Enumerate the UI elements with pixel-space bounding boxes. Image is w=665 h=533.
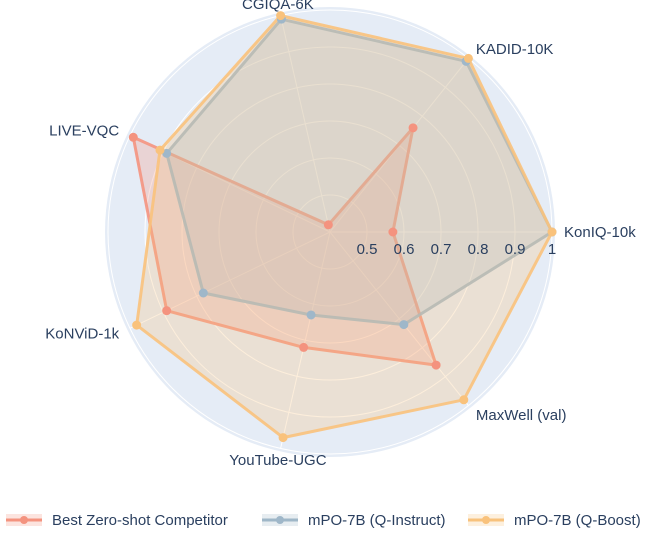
- series-0-point-6: [431, 360, 441, 370]
- axis-label-2: CGIQA-6K: [242, 0, 314, 13]
- series-0-point-1: [408, 123, 418, 133]
- series-1-point-4: [198, 288, 208, 298]
- axis-label-1: KADID-10K: [476, 41, 554, 58]
- grid-spoke-2: [280, 15, 331, 233]
- grid-spoke-5: [280, 231, 331, 449]
- axis-label-0: KonIQ-10k: [564, 224, 636, 241]
- series-2-point-2: [276, 11, 286, 21]
- series-2-point-0: [547, 227, 557, 237]
- legend-label-2: mPO-7B (Q-Boost): [514, 512, 641, 529]
- series-0-point-0: [388, 227, 398, 237]
- tick-label-2: 0.7: [431, 241, 452, 258]
- series-2-point-1: [463, 53, 473, 63]
- series-2-point-4: [132, 320, 142, 330]
- series-area-2: [135, 14, 554, 440]
- series-0-point-2: [323, 220, 333, 230]
- series-1-point-6: [399, 320, 409, 330]
- series-2-point-6: [459, 395, 469, 405]
- grid-spoke-6: [329, 231, 469, 406]
- legend: Best Zero-shot Competitor mPO-7B (Q-Instr…: [6, 512, 641, 529]
- tick-label-4: 0.9: [505, 241, 526, 258]
- series-0-point-3: [128, 132, 138, 142]
- tick-label-3: 0.8: [468, 241, 489, 258]
- tick-label-1: 0.6: [394, 241, 415, 258]
- axis-label-6: MaxWell (val): [476, 407, 567, 424]
- axis-label-3: LIVE-VQC: [49, 123, 119, 140]
- legend-label-1: mPO-7B (Q-Instruct): [308, 512, 446, 529]
- series-1-point-5: [306, 310, 316, 320]
- legend-label-0: Best Zero-shot Competitor: [52, 512, 228, 529]
- series-area-1: [165, 17, 554, 327]
- legend-marker-2: [482, 516, 490, 524]
- radial-tick-labels: 0.5 0.6 0.7 0.8 0.9 1: [357, 241, 557, 258]
- tick-label-5: 1: [548, 241, 556, 258]
- axis-labels: KonIQ-10k KADID-10K CGIQA-6K LIVE-VQC KoNViD…: [45, 0, 636, 469]
- series-2-point-5: [278, 433, 288, 443]
- axis-label-4: KoNViD-1k: [45, 326, 119, 343]
- series-0-point-4: [162, 306, 172, 316]
- series-0-point-5: [299, 342, 309, 352]
- tick-label-0: 0.5: [357, 241, 378, 258]
- series-2-point-3: [155, 145, 165, 155]
- legend-marker-0: [20, 516, 28, 524]
- axis-label-5: YouTube-UGC: [229, 452, 326, 469]
- legend-marker-1: [276, 516, 284, 524]
- series-layer: [128, 11, 557, 443]
